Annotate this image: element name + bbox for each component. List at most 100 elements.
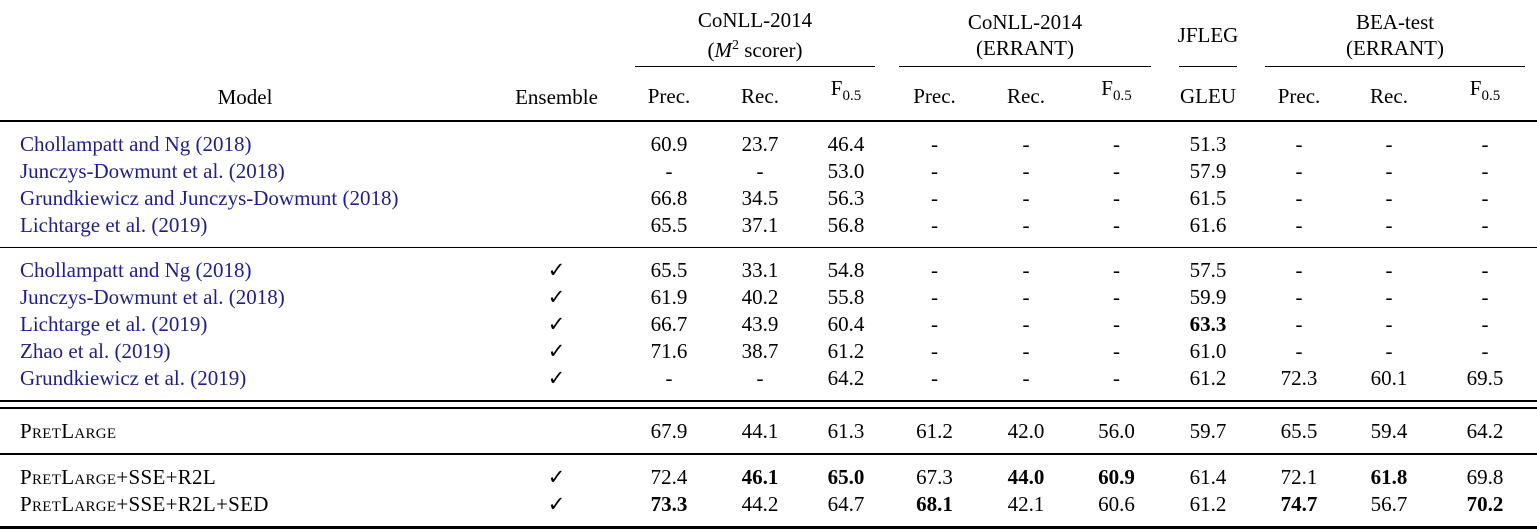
- value-cell: 68.1: [916, 492, 953, 517]
- value-cell: 51.3: [1189, 132, 1227, 157]
- value-cell: 54.8: [805, 247, 887, 285]
- citation-link[interactable]: Chollampatt and Ng (2018): [20, 258, 252, 283]
- ensemble-checkmark: ✓: [490, 338, 623, 365]
- value-cell: 56.8: [827, 213, 865, 238]
- model-cell: Zhao et al. (2019): [0, 338, 490, 365]
- column-header-ensemble: Ensemble: [490, 0, 623, 123]
- value-cell: 40.2: [741, 285, 779, 310]
- value-cell: 33.1: [715, 247, 805, 285]
- value-cell: -: [1481, 312, 1489, 337]
- subcolumn-header-row: Prec. Rec. F0.5 Prec. Rec. F0.5 GLEU Pre…: [0, 67, 1537, 123]
- value-cell: -: [1295, 312, 1303, 337]
- value-cell: 56.3: [827, 186, 865, 211]
- value-cell: 44.1: [741, 419, 779, 444]
- model-cell: PretLarge: [0, 408, 490, 454]
- value-cell: 61.9: [650, 285, 688, 310]
- table-row: Lichtarge et al. (2019) 65.5 37.1 56.8 - - - 61…: [0, 212, 1537, 248]
- value-cell: 59.9: [1189, 285, 1227, 310]
- value-cell: -: [1295, 339, 1303, 364]
- model-cell: Chollampatt and Ng (2018): [0, 247, 490, 285]
- value-cell: 65.5: [650, 213, 688, 238]
- value-cell: -: [931, 159, 938, 184]
- table-row: Grundkiewicz et al. (2019) ✓ - - 64.2 - - - 61.2…: [0, 365, 1537, 401]
- value-cell: -: [1385, 186, 1393, 211]
- value-cell: 42.0: [1007, 419, 1045, 444]
- value-cell: 64.7: [827, 492, 865, 517]
- column-header-bea-prec: Prec.: [1253, 67, 1345, 123]
- group-header-conll-errant-line1: CoNLL-2014: [967, 10, 1083, 34]
- group-header-bea-line2: (ERRANT): [1346, 36, 1445, 60]
- value-cell: 67.9: [650, 419, 688, 444]
- value-cell: -: [1113, 366, 1120, 391]
- group-header-jfleg-line1: JFLEG: [1177, 23, 1239, 47]
- value-cell: 60.4: [827, 312, 865, 337]
- value-cell: 46.4: [827, 132, 865, 157]
- column-header-model: Model: [0, 0, 490, 123]
- citation-link[interactable]: Zhao et al. (2019): [20, 339, 171, 364]
- model-cell: Lichtarge et al. (2019): [0, 212, 490, 248]
- value-cell: -: [1113, 285, 1120, 310]
- value-cell: 60.9: [650, 132, 688, 157]
- value-cell: -: [1113, 132, 1120, 157]
- value-cell: 46.1: [715, 453, 805, 492]
- column-header-gleu: GLEU: [1163, 67, 1253, 123]
- value-cell: 61.6: [1189, 213, 1227, 238]
- citation-link[interactable]: Junczys-Dowmunt et al. (2018): [20, 285, 285, 310]
- value-cell: -: [756, 159, 764, 184]
- value-cell: -: [1385, 339, 1393, 364]
- model-name: PretLarge+SSE+R2L+SED: [20, 492, 269, 517]
- value-cell: 64.2: [1466, 419, 1504, 444]
- ensemble-checkmark: ✓: [490, 311, 623, 338]
- value-cell: 61.2: [1189, 492, 1227, 517]
- checkmark-icon: ✓: [547, 285, 566, 310]
- value-cell: 44.2: [741, 492, 779, 517]
- value-cell: 61.2: [1189, 366, 1227, 391]
- ensemble-checkmark: ✓: [490, 491, 623, 528]
- value-cell: 64.2: [827, 366, 865, 391]
- ensemble-checkmark: ✓: [490, 284, 623, 311]
- table-row: Zhao et al. (2019) ✓ 71.6 38.7 61.2 - - - 61.0 - -…: [0, 338, 1537, 365]
- value-cell: -: [1385, 312, 1393, 337]
- citation-link[interactable]: Lichtarge et al. (2019): [20, 312, 208, 337]
- value-cell: 65.5: [1280, 419, 1318, 444]
- value-cell: -: [931, 213, 938, 238]
- value-cell: -: [1295, 186, 1303, 211]
- table-row: Chollampatt and Ng (2018) 60.9 23.7 46.4 - - -…: [0, 121, 1537, 158]
- citation-link[interactable]: Grundkiewicz and Junczys-Dowmunt (2018): [20, 186, 399, 211]
- value-cell: -: [1253, 247, 1345, 285]
- value-cell: 63.3: [1189, 312, 1227, 337]
- value-cell: -: [1481, 213, 1489, 238]
- value-cell: 65.5: [623, 247, 715, 285]
- value-cell: 73.3: [650, 492, 688, 517]
- value-cell: -: [1433, 247, 1537, 285]
- model-cell: Grundkiewicz and Junczys-Dowmunt (2018): [0, 185, 490, 212]
- citation-link[interactable]: Lichtarge et al. (2019): [20, 213, 208, 238]
- citation-link[interactable]: Junczys-Dowmunt et al. (2018): [20, 159, 285, 184]
- group-header-conll-errant-line2: (ERRANT): [976, 36, 1074, 60]
- value-cell: -: [1385, 159, 1393, 184]
- citation-link[interactable]: Grundkiewicz et al. (2019): [20, 366, 247, 391]
- value-cell: 61.4: [1163, 453, 1253, 492]
- value-cell: 61.2: [827, 339, 865, 364]
- table-section: Chollampatt and Ng (2018) 60.9 23.7 46.4- - -…: [0, 121, 1537, 248]
- model-cell: Chollampatt and Ng (2018): [0, 121, 490, 158]
- value-cell: -: [1022, 186, 1030, 211]
- group-header-conll-m2-line1: CoNLL-2014: [697, 8, 813, 32]
- value-cell: 66.7: [650, 312, 688, 337]
- value-cell: -: [1113, 312, 1120, 337]
- model-cell: Junczys-Dowmunt et al. (2018): [0, 158, 490, 185]
- value-cell: 59.7: [1189, 419, 1227, 444]
- value-cell: -: [1481, 339, 1489, 364]
- column-header-bea-f05: F0.5: [1433, 67, 1537, 123]
- value-cell: 72.1: [1253, 453, 1345, 492]
- citation-link[interactable]: Chollampatt and Ng (2018): [20, 132, 252, 157]
- column-header-bea-rec: Rec.: [1345, 67, 1433, 123]
- value-cell: 57.9: [1189, 159, 1227, 184]
- table-section: PretLarge+SSE+R2L ✓ 72.4 46.1 65.0 67.3 44.0 60…: [0, 453, 1537, 528]
- value-cell: 43.9: [741, 312, 779, 337]
- value-cell: 59.4: [1370, 419, 1408, 444]
- value-cell: -: [1295, 132, 1303, 157]
- group-header-jfleg: JFLEG: [1163, 0, 1253, 67]
- ensemble-checkmark: ✓: [490, 365, 623, 401]
